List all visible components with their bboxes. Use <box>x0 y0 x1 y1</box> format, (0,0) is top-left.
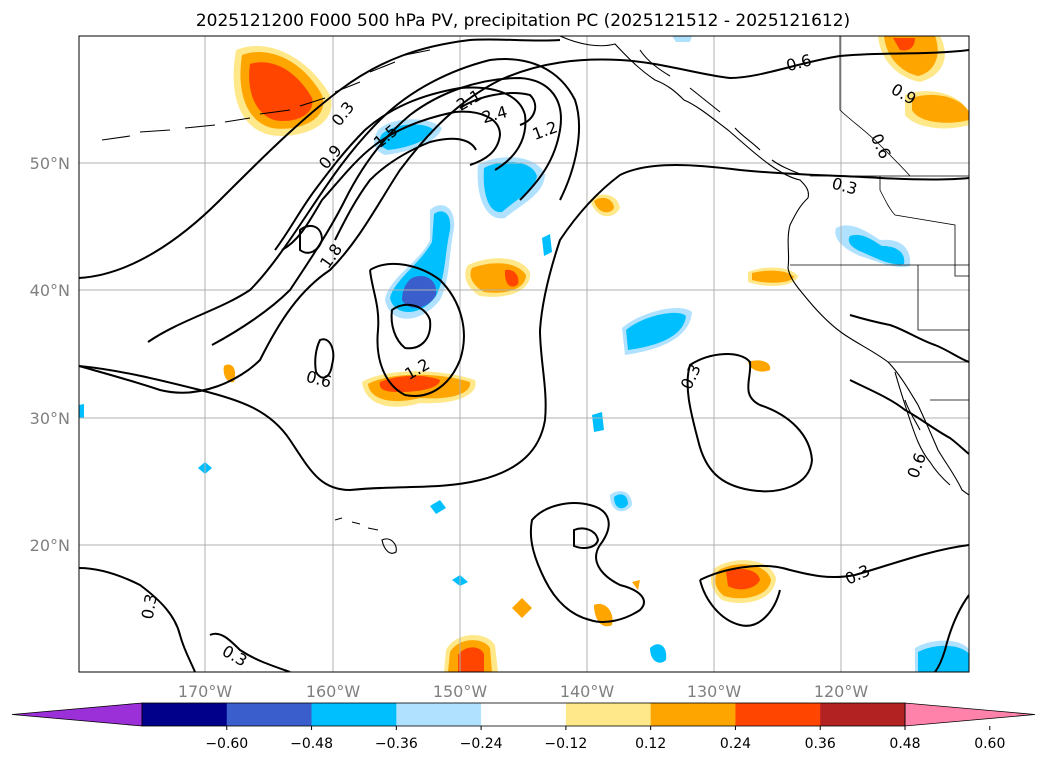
precip-patch-ne-mid <box>884 36 938 76</box>
pv-contour-0.6-south <box>314 338 335 379</box>
coast-hawaii <box>334 517 397 554</box>
colorbar-segment <box>226 703 313 726</box>
pv-contour-0.3-central-south <box>529 502 645 623</box>
coastlines <box>101 36 969 554</box>
pv-contour-1.2-south <box>369 262 465 397</box>
colorbar-tick-label: 0.12 <box>635 736 666 752</box>
longitude-labels: 170°W 160°W 150°W 140°W 130°W 120°W <box>178 682 869 701</box>
precip-patch-us-coast-mid <box>752 270 794 283</box>
colorbar-tick-label: −0.60 <box>205 736 248 752</box>
lon-label: 170°W <box>178 682 233 701</box>
border-alaska-canada <box>839 36 911 177</box>
lat-label: 50°N <box>30 154 70 173</box>
precip-patch-small-b <box>748 360 771 372</box>
pv-contours <box>79 38 969 672</box>
pv-contour-1.5 <box>274 86 527 251</box>
coast-alaska-islands <box>639 49 801 175</box>
colorbar-segment <box>565 703 652 726</box>
precip-patch-se-strong <box>726 568 760 590</box>
pv-contour-0.3-se <box>699 544 969 627</box>
lon-label: 130°W <box>687 682 742 701</box>
colorbar-segment <box>311 703 397 726</box>
precip-neg-patch-f <box>542 234 552 256</box>
precip-patch-ne2-mid <box>912 94 969 123</box>
pv-contour-2.1 <box>334 137 477 241</box>
pv-contour-1.8 <box>281 110 502 251</box>
latitude-labels: 50°N 40°N 30°N 20°N <box>30 154 70 555</box>
colorbar-segment <box>650 703 736 726</box>
precip-neg-patch-g <box>592 412 604 432</box>
colorbar-segment <box>820 703 906 726</box>
precip-patch-ne-strong <box>893 38 915 51</box>
colorbar-extend-low <box>11 702 143 727</box>
lon-label: 120°W <box>814 682 869 701</box>
precip-neg-patch-o <box>672 36 692 42</box>
precip-neg-patch-b-mid <box>483 161 537 213</box>
colorbar-segment <box>735 703 821 726</box>
colorbar-segment <box>396 703 482 726</box>
precip-neg-patch-m-mid <box>918 645 969 672</box>
pv-contour-1.5-south <box>299 224 324 254</box>
precip-neg-patch-i <box>650 644 667 663</box>
colorbar-tick-label: −0.12 <box>544 736 587 752</box>
pv-contour-east-coast <box>849 314 969 672</box>
pv-contour-0.9 <box>147 58 581 343</box>
precip-patch-aleutian-strong <box>249 62 313 122</box>
colorbar-tick-label: −0.24 <box>460 736 503 752</box>
colorbar-frame <box>141 702 906 727</box>
precip-patch-bottom-strong <box>458 647 484 672</box>
precip-neg-patch-d-mid <box>626 312 686 350</box>
pv-contour-0.3-north <box>79 38 561 279</box>
graticule <box>79 36 969 672</box>
precip-neg-patch-h-mid <box>614 494 628 509</box>
colorbar-extend-high <box>904 702 1036 727</box>
border-states <box>790 176 969 401</box>
map-panel: 0.3 0.6 0.9 1.2 1.5 1.8 2.1 2.4 0.6 1.2 … <box>78 35 970 673</box>
precip-patch-center-strong <box>504 269 519 287</box>
lat-label: 30°N <box>30 409 70 428</box>
pv-contour-1.2 <box>211 76 562 346</box>
colorbar-tick-label: 0.36 <box>805 736 836 752</box>
precip-neg-patch-n <box>79 404 84 418</box>
precip-patch-small-d <box>594 603 613 627</box>
precip-patch-small-f <box>632 580 640 590</box>
map-frame <box>78 35 970 673</box>
lon-label: 140°W <box>560 682 615 701</box>
pv-contour-0.3-small <box>573 527 600 549</box>
colorbar-ticks: −0.60 −0.48 −0.36 −0.24 −0.12 0.12 0.24 0.36 0.4… <box>205 726 1005 752</box>
coast-aleutians <box>101 49 431 141</box>
contour-label: 0.3 <box>138 592 161 620</box>
lon-label: 150°W <box>433 682 488 701</box>
colorbar: −0.60 −0.48 −0.36 −0.24 −0.12 0.12 0.24 0.36 0.4… <box>11 702 1036 752</box>
pv-contour-1.2-south-inner <box>390 303 432 350</box>
precip-neg-patch-e-mid <box>848 234 905 265</box>
pv-contour-0.3-south <box>79 567 196 672</box>
colorbar-tick-label: 0.48 <box>889 736 920 752</box>
coast-na-west <box>787 197 969 496</box>
pv-contour-0.6 <box>79 49 969 394</box>
map-background <box>79 36 969 672</box>
precip-patch-small-c <box>223 364 236 383</box>
precip-neg-patch-k <box>430 500 446 514</box>
colorbar-segment <box>481 703 567 726</box>
lon-label: 160°W <box>306 682 361 701</box>
precip-patch-small-a-mid <box>594 197 614 213</box>
precip-neg-patch-c-strong <box>402 275 437 308</box>
pv-contour-0.3-southwest <box>209 632 291 672</box>
colorbar-tick-label: 0.24 <box>720 736 751 752</box>
colorbar-tick-label: 0.60 <box>974 736 1005 752</box>
map-title: 2025121200 F000 500 hPa PV, precipitatio… <box>196 11 850 31</box>
precip-patch-small-e <box>512 598 532 618</box>
pv-contour-2.4 <box>459 92 537 126</box>
colorbar-segments <box>11 702 1036 727</box>
colorbar-tick-label: −0.48 <box>290 736 333 752</box>
colorbar-segment <box>142 703 228 726</box>
coast-alaska <box>559 36 809 199</box>
pv-contour-0.3-east <box>79 164 969 492</box>
lat-label: 40°N <box>30 281 70 300</box>
lat-label: 20°N <box>30 536 70 555</box>
pv-contour-0.3-loop <box>686 353 814 493</box>
colorbar-tick-label: −0.36 <box>375 736 418 752</box>
